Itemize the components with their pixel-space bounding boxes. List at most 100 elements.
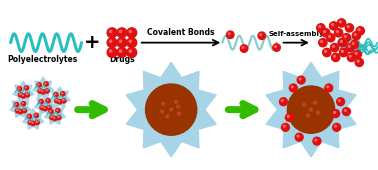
Circle shape bbox=[332, 53, 340, 62]
Circle shape bbox=[42, 91, 43, 92]
Circle shape bbox=[28, 115, 29, 116]
Circle shape bbox=[18, 109, 23, 114]
Circle shape bbox=[313, 137, 321, 145]
Circle shape bbox=[299, 78, 301, 80]
Circle shape bbox=[15, 108, 20, 113]
Circle shape bbox=[333, 55, 335, 57]
Circle shape bbox=[337, 98, 344, 106]
Polygon shape bbox=[13, 81, 34, 102]
Circle shape bbox=[226, 31, 234, 39]
Circle shape bbox=[26, 94, 27, 95]
Text: Covalent Bonds: Covalent Bonds bbox=[147, 28, 215, 37]
Circle shape bbox=[117, 38, 127, 48]
Circle shape bbox=[47, 100, 48, 101]
Circle shape bbox=[37, 83, 41, 87]
Circle shape bbox=[330, 44, 339, 52]
Circle shape bbox=[110, 30, 112, 32]
Circle shape bbox=[307, 114, 310, 117]
Circle shape bbox=[28, 120, 33, 125]
Circle shape bbox=[260, 34, 262, 36]
Circle shape bbox=[287, 116, 289, 117]
Circle shape bbox=[339, 48, 348, 57]
Circle shape bbox=[107, 38, 117, 48]
Circle shape bbox=[349, 55, 351, 57]
Circle shape bbox=[333, 123, 341, 131]
Circle shape bbox=[358, 29, 360, 31]
Circle shape bbox=[282, 123, 289, 131]
Circle shape bbox=[119, 30, 122, 32]
Circle shape bbox=[129, 50, 132, 52]
Circle shape bbox=[341, 50, 343, 52]
Circle shape bbox=[55, 94, 56, 95]
Circle shape bbox=[29, 121, 30, 122]
Circle shape bbox=[328, 36, 330, 37]
Circle shape bbox=[338, 39, 347, 47]
Circle shape bbox=[19, 94, 20, 95]
Circle shape bbox=[273, 44, 280, 51]
Circle shape bbox=[50, 110, 51, 112]
Circle shape bbox=[317, 24, 325, 32]
Polygon shape bbox=[34, 94, 56, 114]
Text: +: + bbox=[84, 33, 101, 52]
Circle shape bbox=[49, 109, 53, 114]
Circle shape bbox=[327, 86, 328, 88]
Circle shape bbox=[129, 30, 132, 32]
Circle shape bbox=[34, 113, 39, 118]
Circle shape bbox=[21, 101, 26, 106]
Circle shape bbox=[321, 41, 322, 42]
Circle shape bbox=[330, 22, 338, 30]
Circle shape bbox=[357, 60, 359, 62]
Circle shape bbox=[60, 92, 65, 96]
Circle shape bbox=[119, 40, 122, 42]
Circle shape bbox=[356, 27, 364, 35]
Circle shape bbox=[313, 101, 316, 104]
Circle shape bbox=[19, 110, 20, 112]
Circle shape bbox=[339, 100, 340, 101]
Circle shape bbox=[352, 42, 354, 44]
Circle shape bbox=[14, 103, 19, 107]
Polygon shape bbox=[49, 87, 70, 108]
Circle shape bbox=[127, 48, 137, 57]
Circle shape bbox=[316, 111, 319, 114]
Circle shape bbox=[240, 45, 248, 52]
Circle shape bbox=[336, 31, 338, 32]
Circle shape bbox=[285, 114, 293, 121]
Circle shape bbox=[332, 24, 333, 26]
Circle shape bbox=[342, 34, 351, 42]
Circle shape bbox=[16, 109, 17, 110]
Circle shape bbox=[166, 115, 169, 118]
Circle shape bbox=[21, 94, 26, 98]
Circle shape bbox=[284, 125, 285, 127]
Circle shape bbox=[39, 90, 40, 91]
Circle shape bbox=[349, 46, 350, 47]
Circle shape bbox=[117, 48, 127, 57]
Polygon shape bbox=[23, 109, 44, 129]
Circle shape bbox=[297, 76, 305, 84]
Circle shape bbox=[279, 98, 287, 106]
Circle shape bbox=[57, 109, 58, 110]
Circle shape bbox=[32, 122, 33, 123]
Circle shape bbox=[354, 34, 356, 36]
Circle shape bbox=[127, 28, 137, 38]
Circle shape bbox=[335, 29, 343, 37]
Circle shape bbox=[335, 125, 336, 127]
Circle shape bbox=[345, 24, 353, 32]
Circle shape bbox=[46, 99, 50, 103]
Polygon shape bbox=[33, 77, 54, 98]
Circle shape bbox=[45, 83, 46, 84]
Circle shape bbox=[35, 120, 39, 125]
Circle shape bbox=[31, 121, 36, 126]
Circle shape bbox=[355, 58, 363, 66]
Circle shape bbox=[15, 104, 16, 105]
Circle shape bbox=[287, 86, 335, 133]
Circle shape bbox=[333, 46, 335, 47]
Circle shape bbox=[353, 50, 361, 59]
Circle shape bbox=[322, 29, 330, 37]
Circle shape bbox=[303, 103, 305, 106]
Circle shape bbox=[344, 36, 346, 37]
Circle shape bbox=[341, 41, 342, 42]
Circle shape bbox=[41, 90, 45, 94]
Circle shape bbox=[36, 121, 37, 122]
Circle shape bbox=[63, 100, 64, 101]
Circle shape bbox=[35, 114, 36, 115]
